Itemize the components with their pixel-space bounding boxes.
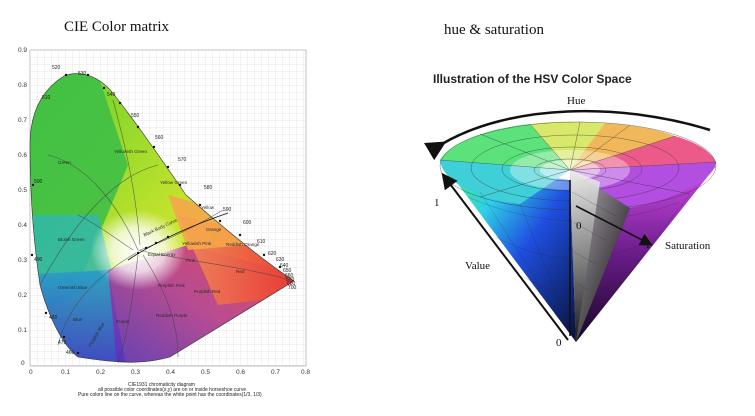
wavelength-label: 630 — [276, 257, 285, 263]
figure-caption-line-3: Pure colors line on the curve, whereas t… — [78, 392, 262, 398]
y-tick: 0.2 — [18, 292, 28, 299]
value-min-label: 0 — [556, 337, 562, 349]
value-max-label: 1 — [434, 197, 440, 209]
y-tick: 0.8 — [18, 82, 28, 89]
y-tick: 0.9 — [18, 47, 28, 54]
wavelength-label: 560 — [155, 135, 164, 141]
figure-caption-line-2: all possible color coordinates(x,y) are … — [98, 387, 247, 393]
value-label: Value — [465, 260, 491, 272]
wavelength-label: 580 — [204, 185, 213, 191]
hue-label: Hue — [567, 95, 586, 107]
region-label-yellow: Yellow — [201, 205, 215, 210]
cie-chromaticity-diagram: 0.9 0.8 0.7 0.6 0.5 0.4 0.3 0.2 0.1 0 0 … — [18, 45, 314, 401]
y-tick: 0.6 — [18, 152, 28, 159]
wavelength-label: 530 — [78, 71, 87, 77]
wavelength-label: 680 — [287, 281, 296, 287]
x-tick: 0.4 — [166, 369, 176, 376]
hsv-cone-diagram — [420, 92, 740, 354]
wavelength-label: 590 — [223, 207, 232, 213]
wavelength-label: 500 — [34, 179, 43, 185]
x-tick: 0.3 — [131, 369, 141, 376]
wavelength-label: 550 — [131, 113, 140, 119]
wavelength-label: 520 — [52, 65, 61, 71]
hsv-caption: hue & saturation — [444, 22, 544, 38]
region-label-orange: Orange — [206, 227, 222, 232]
saturation-zero-label: 0 — [576, 220, 582, 232]
wavelength-label: 460 — [66, 350, 75, 356]
wavelength-label: 570 — [178, 157, 187, 163]
figure-caption-line-1: CIE1931 chromaticity diagram — [128, 382, 195, 388]
wavelength-label: 600 — [243, 220, 252, 226]
cie-diagram-svg — [29, 49, 307, 367]
wavelength-label: 670 — [286, 277, 295, 283]
region-label-reddish-purple: Reddish Purple — [156, 313, 188, 318]
wavelength-label: 640 — [280, 263, 289, 269]
region-label-pink: Pink — [186, 258, 195, 263]
x-tick: 0.8 — [301, 369, 311, 376]
wavelength-label: 510 — [42, 95, 51, 101]
x-tick: 0.1 — [61, 369, 71, 376]
y-tick: 0.1 — [18, 327, 28, 334]
wavelength-label: 490 — [34, 257, 43, 263]
region-label-purple: Purple — [116, 319, 130, 324]
region-label-equal-energy: Equal Energy — [148, 252, 176, 257]
wavelength-label: 540 — [107, 92, 116, 98]
saturation-max-label: 1 — [645, 239, 651, 251]
wavelength-label: 660 — [285, 273, 294, 279]
hsv-title: Illustration of the HSV Color Space — [433, 72, 632, 86]
region-label-purplish-red: Purplish Red — [194, 289, 221, 294]
saturation-label: Saturation — [665, 240, 711, 252]
hsv-cone-svg — [424, 109, 717, 343]
x-tick: 0.2 — [96, 369, 106, 376]
region-label-reddish-orange: Reddish Orange — [226, 242, 260, 247]
y-tick: 0.4 — [18, 222, 28, 229]
cie-caption: CIE Color matrix — [64, 19, 169, 35]
y-tick: 0.3 — [18, 257, 28, 264]
region-label-yellowish-green: Yellowish Green — [114, 149, 148, 154]
region-label-bluish-green: Bluish Green — [58, 237, 85, 242]
x-tick: 0 — [29, 369, 33, 376]
y-tick: 0.7 — [18, 117, 28, 124]
region-label-greenish-blue: Greenish Blue — [58, 285, 88, 290]
wavelength-label: 700 — [288, 285, 297, 291]
region-label-red: Red — [236, 269, 245, 274]
y-tick: 0.5 — [18, 187, 28, 194]
region-label-blue: Blue — [73, 317, 83, 322]
region-label-purplish-pink: Purplish Pink — [158, 283, 185, 288]
region-label-yellow-green: Yellow Green — [160, 180, 188, 185]
x-tick: 0.5 — [201, 369, 211, 376]
wavelength-label: 610 — [257, 239, 266, 245]
region-label-yellowish-pink: Yellowish Pink — [182, 241, 212, 246]
x-tick: 0.6 — [236, 369, 246, 376]
wavelength-label: 470 — [58, 340, 67, 346]
wavelength-label: 650 — [283, 268, 292, 274]
wavelength-label: 620 — [268, 251, 277, 257]
region-label-green: Green — [58, 160, 71, 165]
wavelength-label: 480 — [49, 315, 58, 321]
y-tick: 0 — [21, 360, 25, 367]
x-tick: 0.7 — [271, 369, 281, 376]
